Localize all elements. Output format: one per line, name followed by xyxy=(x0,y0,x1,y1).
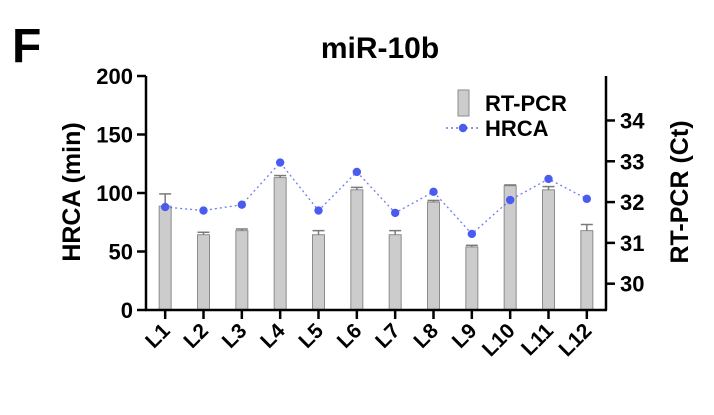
bar-L9 xyxy=(465,246,479,311)
hrca-point-L9 xyxy=(467,229,477,239)
x-tick-label: L3 xyxy=(218,319,252,353)
bar-L4 xyxy=(273,177,287,311)
hrca-point-L6 xyxy=(352,167,362,177)
bar-L12 xyxy=(580,230,594,311)
x-tick-label: L9 xyxy=(448,319,482,353)
y-tick-label: 100 xyxy=(96,181,133,206)
hrca-point-L11 xyxy=(544,174,553,184)
bar-L2 xyxy=(197,234,210,311)
y-axis-label: HRCA (min) xyxy=(58,122,86,261)
hrca-point-L8 xyxy=(429,187,438,197)
legend-bar-swatch xyxy=(457,89,470,117)
x-tick-label: L2 xyxy=(179,319,213,353)
x-tick-label: L7 xyxy=(371,319,405,353)
x-tick-label: L11 xyxy=(517,319,558,360)
x-tick-label: L1 xyxy=(141,319,175,353)
y2-tick-label: 32 xyxy=(620,190,644,215)
bar-L6 xyxy=(350,189,364,311)
hrca-point-L5 xyxy=(314,206,323,215)
x-tick-label: L10 xyxy=(478,319,520,361)
hrca-series-line xyxy=(165,161,588,235)
hrca-point-L4 xyxy=(275,158,285,167)
legend-label-rtpcr: RT-PCR xyxy=(485,91,567,116)
y-tick-label: 200 xyxy=(96,64,133,89)
y2-tick-label: 34 xyxy=(620,108,645,133)
hrca-point-L12 xyxy=(582,194,592,204)
hrca-point-L7 xyxy=(390,208,400,218)
bar-L1 xyxy=(158,205,172,311)
x-tick-label: L4 xyxy=(256,319,290,353)
bar-L11 xyxy=(542,189,555,311)
y2-axis-label: RT-PCR (Ct) xyxy=(666,120,694,263)
x-tick-label: L5 xyxy=(294,319,328,353)
chart-title: miR-10b xyxy=(321,32,439,65)
hrca-point-L3 xyxy=(237,200,247,209)
bar-L5 xyxy=(312,234,325,311)
y-tick-label: 150 xyxy=(96,123,133,148)
legend-label-hrca: HRCA xyxy=(485,116,549,141)
y-tick-label: 50 xyxy=(109,240,133,265)
y-tick-label: 0 xyxy=(121,298,133,323)
x-tick-label: L6 xyxy=(333,319,367,353)
bar-L7 xyxy=(388,234,402,311)
y2-tick-label: 31 xyxy=(620,231,644,256)
y2-tick-label: 30 xyxy=(620,272,644,297)
legend-point-swatch xyxy=(458,123,468,133)
bar-L8 xyxy=(427,201,440,311)
x-tick-label: L8 xyxy=(409,319,443,353)
panel-letter: F xyxy=(12,20,41,73)
hrca-point-L10 xyxy=(505,195,515,205)
x-tick-label: L12 xyxy=(555,319,597,361)
hrca-point-L1 xyxy=(160,202,170,212)
y2-tick-label: 33 xyxy=(620,149,644,174)
hrca-point-L2 xyxy=(199,206,208,215)
bar-L3 xyxy=(235,230,249,311)
